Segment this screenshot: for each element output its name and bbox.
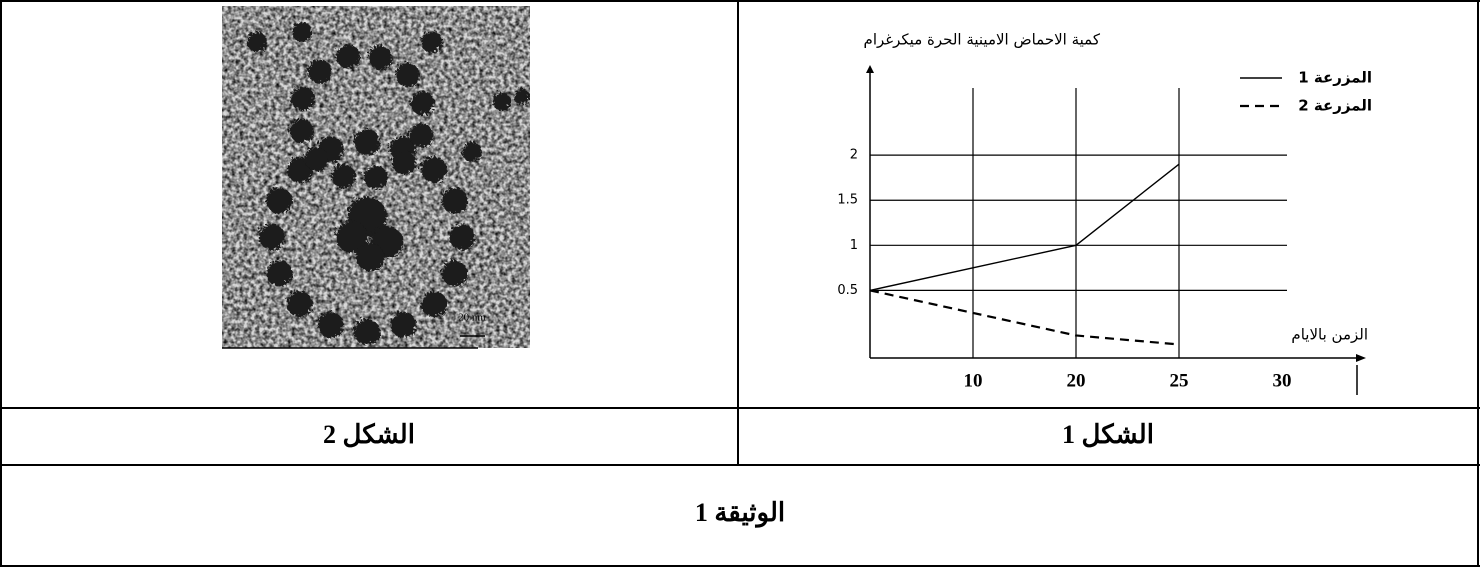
- series-line: [869, 163, 1180, 292]
- particle: [352, 317, 378, 343]
- x-tick-label: 20: [1067, 370, 1086, 391]
- border: [0, 0, 1480, 2]
- particle: [491, 91, 509, 109]
- particle: [315, 309, 342, 336]
- border: [0, 565, 1480, 567]
- particle: [334, 42, 359, 67]
- x-tick-label: 25: [1170, 370, 1189, 391]
- legend-label: المزرعة 2: [1298, 97, 1372, 115]
- particle: [334, 219, 366, 251]
- particle: [408, 89, 433, 114]
- scale-label: 20 nm: [458, 312, 486, 324]
- particle: [439, 258, 466, 285]
- particle: [305, 57, 330, 82]
- figure-caption: الشكل 2: [323, 420, 415, 449]
- particle: [393, 60, 418, 85]
- particle: [352, 127, 378, 153]
- y-axis-arrow: [866, 65, 874, 73]
- series-line: [869, 289, 1180, 346]
- particle: [290, 20, 310, 40]
- particle: [447, 222, 473, 248]
- border: [0, 407, 1480, 409]
- particle: [407, 121, 432, 146]
- figure-caption: الشكل 1: [1062, 420, 1154, 449]
- border: [0, 464, 1480, 466]
- y-tick-label: 2: [850, 148, 858, 163]
- particle: [302, 145, 327, 170]
- particle: [419, 154, 446, 181]
- border: [737, 0, 739, 465]
- particle: [419, 29, 441, 51]
- y-axis-title: كمية الاحماض الامينية الحرة ميكرغرام: [864, 31, 1101, 49]
- document-title: الوثيقة 1: [694, 498, 786, 527]
- x-tick-label: 10: [964, 370, 983, 391]
- particle: [512, 87, 528, 103]
- x-axis-title: الزمن بالايام: [1291, 326, 1368, 344]
- particle: [288, 84, 313, 109]
- figures: 20 nm كمية الاحماض الامينية الحرة ميكرغر…: [222, 6, 1372, 395]
- particle: [361, 163, 386, 188]
- border: [0, 0, 2, 567]
- particle: [264, 185, 291, 212]
- particle: [419, 289, 446, 316]
- legend-label: المزرعة 1: [1298, 69, 1372, 87]
- particle: [264, 258, 291, 285]
- x-axis-arrow: [1356, 354, 1366, 362]
- border: [1477, 0, 1479, 567]
- particle: [388, 309, 415, 336]
- x-tick-label: 30: [1273, 370, 1292, 391]
- particle: [390, 148, 415, 173]
- particle: [366, 43, 391, 68]
- particle: [287, 116, 312, 141]
- particle: [284, 289, 311, 316]
- particle: [329, 162, 354, 187]
- particle: [245, 30, 265, 50]
- y-tick-label: 1.5: [837, 193, 858, 208]
- particle: [439, 185, 466, 212]
- particle: [354, 241, 382, 269]
- particle: [257, 222, 283, 248]
- particle: [460, 140, 480, 160]
- micrograph: [222, 6, 530, 348]
- y-tick-label: 0.5: [837, 283, 858, 298]
- y-tick-label: 1: [850, 238, 858, 253]
